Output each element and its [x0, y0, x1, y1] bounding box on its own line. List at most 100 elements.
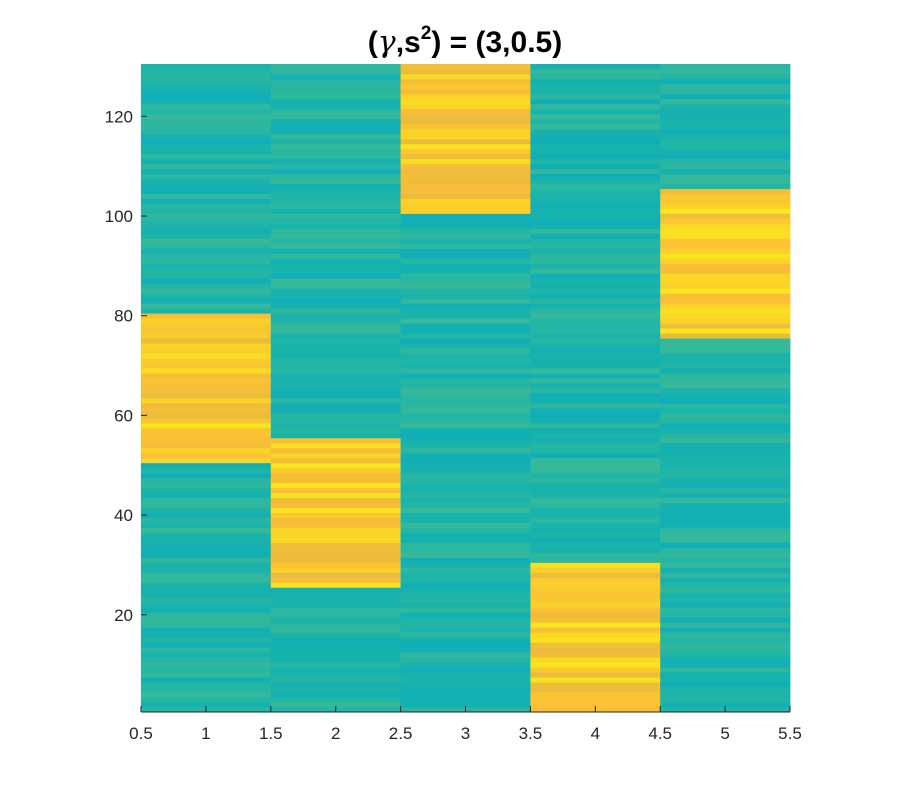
heatmap-cell: [141, 228, 272, 234]
heatmap-cell: [141, 542, 272, 548]
heatmap-cell: [530, 602, 661, 608]
heatmap-cell: [400, 113, 531, 120]
heatmap-cell: [530, 133, 661, 140]
heatmap-cell: [141, 103, 272, 110]
heatmap-cell: [530, 577, 661, 583]
heatmap-cell: [530, 148, 661, 155]
heatmap-cell: [400, 78, 531, 85]
heatmap-cell: [530, 373, 661, 379]
heatmap-cell: [660, 168, 791, 175]
heatmap-cell: [270, 93, 401, 100]
heatmap-cell: [400, 373, 531, 379]
heatmap-cell: [400, 647, 531, 653]
heatmap-cell: [270, 482, 401, 489]
heatmap-cell: [400, 612, 531, 618]
heatmap-cell: [400, 343, 531, 349]
heatmap-cell: [141, 203, 272, 209]
heatmap-cell: [141, 73, 272, 80]
heatmap-cell: [660, 98, 791, 105]
heatmap-cell: [141, 612, 272, 618]
heatmap-cell: [400, 233, 531, 239]
heatmap-cell: [530, 288, 661, 294]
heatmap-cell: [530, 273, 661, 279]
heatmap-cell: [400, 208, 531, 214]
heatmap-cell: [660, 667, 791, 673]
heatmap-cell: [400, 88, 531, 95]
heatmap-cell: [270, 527, 401, 533]
heatmap-cell: [141, 597, 272, 603]
heatmap-cell: [400, 427, 531, 434]
heatmap-cell: [141, 148, 272, 155]
heatmap-cell: [660, 557, 791, 563]
heatmap-cell: [400, 492, 531, 499]
heatmap-cell: [400, 502, 531, 509]
heatmap-cell: [141, 178, 272, 185]
heatmap-cell: [660, 173, 791, 180]
heatmap-cell: [530, 78, 661, 85]
y-tick-label: 20: [114, 606, 133, 625]
heatmap-cell: [660, 552, 791, 558]
heatmap-cell: [660, 238, 791, 244]
heatmap-cell: [660, 153, 791, 160]
heatmap-cell: [400, 283, 531, 289]
heatmap-cell: [530, 422, 661, 429]
heatmap-cell: [400, 477, 531, 484]
heatmap-cell: [660, 233, 791, 239]
heatmap-cell: [270, 507, 401, 514]
heatmap-cell: [660, 273, 791, 279]
heatmap-cell: [141, 437, 272, 444]
heatmap-cell: [141, 268, 272, 274]
heatmap-cell: [530, 522, 661, 528]
heatmap-cell: [400, 248, 531, 254]
heatmap-cell: [141, 68, 272, 75]
heatmap-cell: [270, 662, 401, 668]
heatmap-cell: [400, 188, 531, 194]
heatmap-cell: [400, 607, 531, 613]
heatmap-cell: [270, 328, 401, 334]
heatmap-cell: [141, 462, 272, 469]
heatmap-cell: [400, 278, 531, 284]
heatmap-cell: [660, 492, 791, 499]
heatmap-cell: [270, 607, 401, 613]
heatmap-cell: [660, 582, 791, 588]
heatmap-cell: [660, 532, 791, 538]
heatmap-cell: [530, 697, 661, 703]
heatmap-cell: [660, 612, 791, 618]
heatmap-cell: [660, 462, 791, 469]
y-tick-label: 80: [114, 307, 133, 326]
heatmap-cell: [660, 163, 791, 170]
heatmap-cell: [530, 258, 661, 264]
heatmap-cell: [270, 183, 401, 190]
heatmap-cell: [270, 532, 401, 538]
heatmap-cell: [530, 592, 661, 598]
heatmap-cell: [141, 692, 272, 698]
heatmap-cell: [400, 263, 531, 269]
heatmap-cell: [400, 697, 531, 703]
heatmap-cell: [660, 617, 791, 623]
heatmap-cell: [400, 108, 531, 115]
heatmap-cell: [530, 532, 661, 538]
heatmap-cell: [400, 632, 531, 638]
heatmap-cell: [270, 208, 401, 214]
heatmap-cell: [270, 383, 401, 389]
heatmap-cell: [530, 338, 661, 344]
heatmap-cell: [141, 348, 272, 354]
heatmap-cell: [400, 597, 531, 603]
heatmap-cell: [141, 552, 272, 558]
heatmap-cell: [270, 572, 401, 578]
x-tick-label: 3: [461, 724, 470, 743]
heatmap-cell: [660, 108, 791, 115]
heatmap-cell: [141, 188, 272, 194]
heatmap-cell: [141, 697, 272, 703]
heatmap-cell: [530, 118, 661, 125]
heatmap-cell: [141, 243, 272, 249]
heatmap-cell: [530, 263, 661, 269]
heatmap-cell: [141, 517, 272, 523]
heatmap-cell: [660, 193, 791, 199]
heatmap-cell: [400, 512, 531, 518]
heatmap-cell: [141, 93, 272, 100]
heatmap-cell: [270, 308, 401, 314]
heatmap-cell: [400, 672, 531, 678]
heatmap-cell: [530, 64, 661, 70]
